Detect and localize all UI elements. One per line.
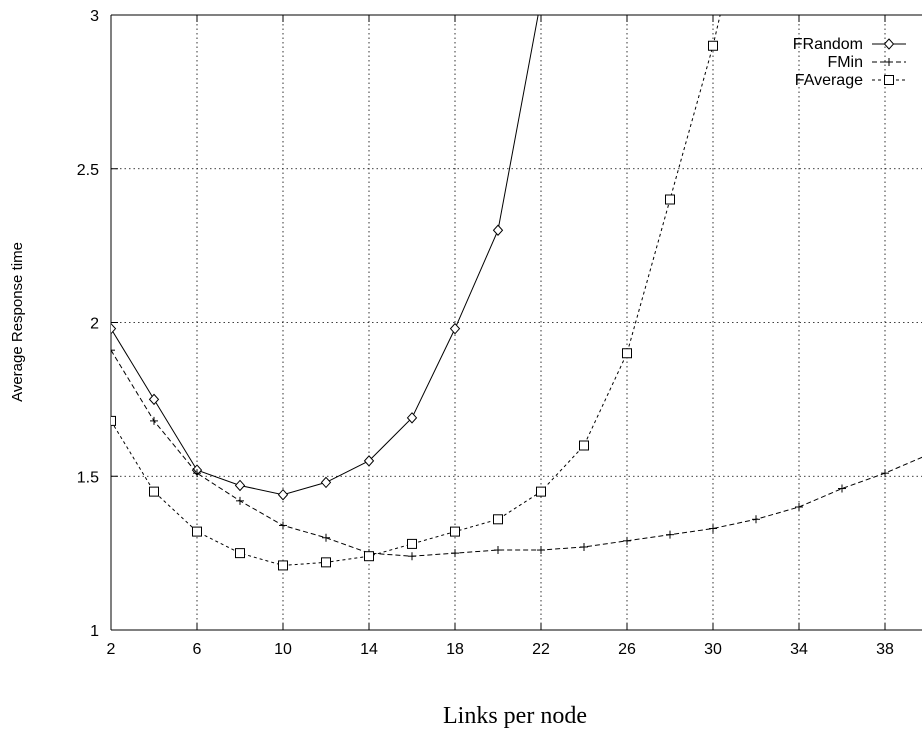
data-point-frandom	[234, 479, 246, 492]
x-tick-label: 22	[532, 641, 550, 658]
y-tick-label: 2	[90, 316, 99, 333]
y-axis-label: Average Response time	[9, 242, 26, 402]
data-point-fmin	[580, 542, 588, 551]
data-point-fmin	[111, 346, 115, 355]
data-point-frandom	[406, 412, 418, 424]
x-tick-label: 34	[790, 641, 808, 658]
data-point-faverage	[665, 194, 675, 205]
x-tick-label: 2	[107, 641, 116, 658]
legend-label-fmin: FMin	[827, 54, 863, 71]
series-line-faverage	[111, 15, 721, 566]
legend-label-frandom: FRandom	[793, 36, 863, 53]
data-point-fmin	[193, 469, 201, 478]
data-point-faverage	[364, 551, 374, 562]
series-fmin	[111, 346, 922, 561]
x-axis-label: Links per node	[443, 703, 587, 729]
x-tick-label: 18	[446, 641, 464, 658]
data-point-faverage	[149, 486, 159, 497]
data-point-faverage	[493, 514, 503, 525]
data-point-fmin	[494, 546, 502, 555]
data-point-fmin	[623, 536, 631, 545]
y-tick-label: 1	[90, 623, 99, 640]
series-line-fmin	[111, 349, 922, 557]
data-point-frandom	[148, 393, 160, 406]
data-point-fmin	[150, 416, 158, 425]
series-line-frandom	[111, 15, 539, 496]
data-point-fmin	[451, 549, 459, 558]
data-point-faverage	[192, 526, 202, 537]
data-point-fmin	[752, 515, 760, 524]
data-point-faverage	[450, 526, 460, 537]
series	[111, 15, 922, 571]
data-point-faverage	[708, 40, 718, 51]
data-point-fmin	[279, 521, 287, 530]
data-point-frandom	[363, 455, 375, 467]
data-point-frandom	[111, 322, 117, 335]
data-point-fmin	[236, 496, 244, 505]
data-point-faverage	[622, 348, 632, 359]
series-frandom	[111, 15, 539, 501]
y-tick-label: 2.5	[77, 162, 99, 179]
x-tick-label: 38	[876, 641, 894, 658]
data-point-frandom	[320, 476, 332, 489]
data-point-fmin	[838, 484, 846, 493]
data-point-faverage	[407, 538, 417, 549]
data-point-fmin	[795, 503, 803, 511]
data-point-faverage	[278, 560, 288, 571]
legend-marker-frandom	[883, 38, 895, 50]
series-faverage	[111, 15, 721, 571]
x-tick-label: 26	[618, 641, 636, 658]
data-point-faverage	[111, 415, 116, 426]
data-point-frandom	[449, 322, 461, 335]
x-tick-label: 10	[274, 641, 292, 658]
data-point-fmin	[322, 533, 330, 542]
grid	[111, 15, 922, 630]
legend-marker-faverage	[884, 75, 894, 85]
data-point-fmin	[408, 552, 416, 561]
x-tick-label: 14	[360, 641, 378, 658]
data-point-faverage	[536, 486, 546, 497]
data-point-fmin	[666, 530, 674, 539]
data-point-faverage	[235, 548, 245, 559]
data-point-fmin	[709, 524, 717, 533]
x-tick-label: 6	[193, 641, 202, 658]
legend-label-faverage: FAverage	[795, 72, 863, 89]
data-point-frandom	[492, 224, 504, 236]
legend-marker-fmin	[885, 58, 893, 66]
data-point-faverage	[321, 557, 331, 568]
data-point-frandom	[277, 488, 289, 501]
data-point-fmin	[881, 469, 889, 478]
data-point-fmin	[537, 546, 545, 555]
x-tick-label: 30	[704, 641, 722, 658]
data-point-faverage	[579, 440, 589, 451]
y-tick-label: 1.5	[77, 469, 99, 486]
y-tick-label: 3	[90, 8, 99, 25]
